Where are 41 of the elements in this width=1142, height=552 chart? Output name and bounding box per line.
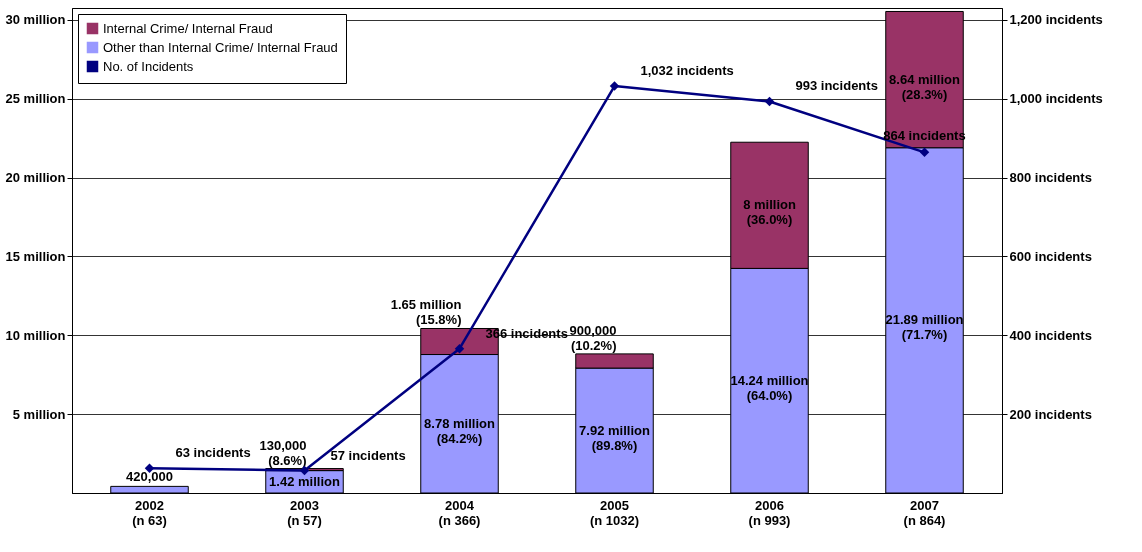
y-tick-label: 20 million [5,170,66,186]
y2-tick-label: 1,000 incidents [1009,91,1103,107]
data-label: 1.42 million [269,473,340,489]
y2-tick-label: 800 incidents [1009,170,1092,186]
y-tick-label: 10 million [5,327,66,343]
x-tick-label: 2003 (n 57) [287,497,322,528]
point [764,96,775,107]
data-label: 993 incidents [795,78,878,94]
point [454,343,465,354]
y-tick-label: 15 million [5,248,66,264]
y-tick-label: 30 million [5,12,66,28]
data-label: 7.92 million (89.8%) [579,422,650,453]
x-tick-label: 2007 (n 864) [903,497,946,528]
x-tick-label: 2004 (n 366) [438,497,481,528]
point [144,463,155,473]
y2-tick-label: 1,200 incidents [1009,12,1103,28]
data-label: 1.65 million (15.8%) [390,297,462,328]
x-tick-label: 2005 (n 1032) [589,497,640,528]
y2-tick-label: 400 incidents [1009,327,1092,343]
y-tick-label: 25 million [5,91,66,107]
data-label: 21.89 million (71.7%) [885,312,964,343]
data-label: 130,000 (8.6%) [259,437,307,468]
x-tick-label: 2002 (n 63) [132,497,167,528]
legend-label: No. of Incidents [103,58,194,74]
data-label: 14.24 million (64.0%) [730,372,809,403]
data-label: 8.78 million (84.2%) [424,415,495,446]
data-label: 63 incidents [175,445,251,461]
point [609,81,620,91]
legend-label: Internal Crime/ Internal Fraud [103,20,273,36]
data-label: 420,000 [126,469,173,485]
y2-tick-label: 600 incidents [1009,248,1092,264]
data-label: 8 million (36.0%) [743,197,796,228]
y2-tick-label: 200 incidents [1009,406,1092,422]
data-label: 8.64 million (28.3%) [889,71,960,102]
x-tick-label: 2006 (n 993) [748,497,791,528]
data-label: 1,032 incidents [640,63,734,79]
y-tick-label: 5 million [12,406,66,422]
point [919,147,930,158]
legend-label: Other than Internal Crime/ Internal Fraud [103,39,338,55]
data-label: 900,000 (10.2%) [569,322,617,353]
data-label: 57 incidents [330,447,406,463]
